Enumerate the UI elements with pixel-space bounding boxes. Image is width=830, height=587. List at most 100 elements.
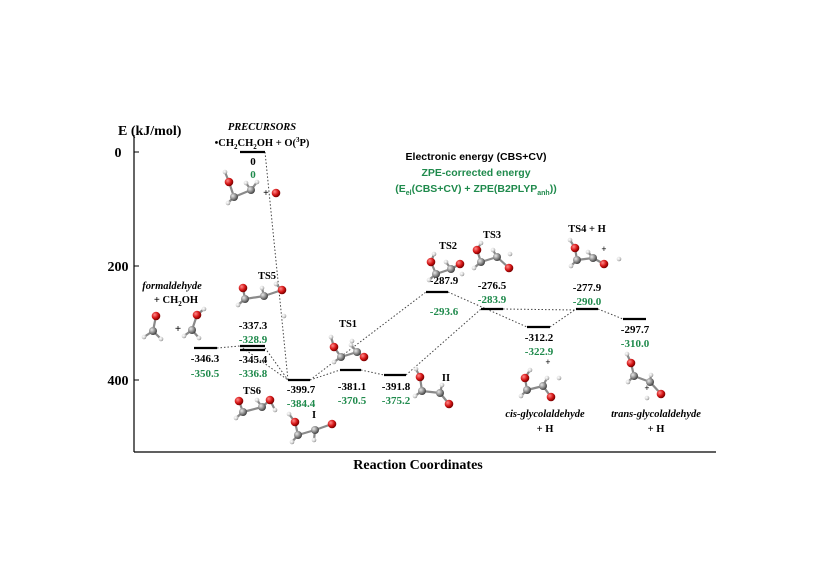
- hydrogen-atom: [235, 302, 241, 308]
- carbon-atom: [260, 292, 268, 300]
- plus-cis: +: [545, 357, 550, 367]
- molecule-i: [286, 411, 337, 445]
- oxygen-atom: [656, 389, 666, 399]
- ts4-label: TS4 + H: [568, 224, 606, 235]
- molecule-cis: [518, 367, 562, 402]
- oxygen-atom: [192, 310, 202, 320]
- oxygen-atom: [472, 245, 482, 255]
- plus-ts4: +: [601, 244, 606, 254]
- formaldehyde-label: formaldehyde: [142, 281, 202, 292]
- carbon-atom: [447, 265, 455, 273]
- hydrogen-atom: [222, 169, 228, 175]
- legend: Electronic energy (CBS+CV) ZPE-corrected…: [395, 151, 556, 197]
- plus-precursors: +: [263, 188, 269, 199]
- carbon-atom: [294, 431, 302, 439]
- cis-label: cis-glycolaldehyde: [505, 409, 585, 420]
- hydrogen-atom: [585, 249, 591, 255]
- carbon-atom: [630, 372, 638, 380]
- ts4-zpe: -290.0: [573, 296, 602, 308]
- molecule-formaldehyde: [141, 311, 164, 342]
- ts4-elec: -277.9: [573, 282, 602, 294]
- carbon-atom: [230, 193, 238, 201]
- carbon-atom: [353, 348, 361, 356]
- carbon-atom: [523, 386, 531, 394]
- molecule-ts1: [328, 334, 369, 365]
- oxygen-atom: [327, 419, 337, 429]
- oxygen-atom: [570, 243, 580, 253]
- oxygen-atom: [277, 285, 287, 295]
- precursors-zpe: 0: [250, 169, 256, 181]
- hydrogen-atom: [331, 359, 337, 365]
- trans-partner: + H: [648, 424, 665, 435]
- hydrogen-atom: [289, 439, 295, 445]
- carbon-atom: [436, 389, 444, 397]
- precursors-elec: 0: [250, 156, 256, 168]
- carbon-atom: [258, 403, 266, 411]
- carbon-atom: [188, 326, 196, 334]
- carbon-atom: [337, 353, 345, 361]
- carbon-atom: [477, 258, 485, 266]
- hydrogen-atom: [328, 334, 334, 340]
- hydrogen-atom: [196, 335, 202, 341]
- hydrogen-atom: [568, 263, 574, 269]
- ii-zpe: -375.2: [382, 395, 411, 407]
- carbon-atom: [149, 327, 157, 335]
- connectors: [216, 151, 624, 381]
- trans-zpe: -310.0: [621, 338, 650, 350]
- hydrogen-atom: [141, 334, 147, 340]
- hydrogen-atom: [625, 379, 631, 385]
- oxygen-atom: [359, 352, 369, 362]
- trans-elec: -297.7: [621, 324, 650, 336]
- ts3-elec: -276.5: [478, 280, 507, 292]
- plus-trans: +: [644, 383, 649, 393]
- plus-formaldehyde: +: [175, 323, 181, 335]
- hydrogen-atom: [413, 366, 419, 372]
- oxygen-atom: [455, 259, 465, 269]
- oxygen-atom: [265, 395, 275, 405]
- hydrogen-atom: [490, 247, 496, 253]
- y-tick-200: 200: [108, 260, 129, 275]
- molecule-ts3: [471, 240, 514, 273]
- hydrogen-atom: [567, 237, 573, 243]
- hydrogen-atom: [286, 411, 292, 417]
- ts6-elec: -345.4: [239, 354, 268, 366]
- hydrogen-atom: [648, 372, 654, 378]
- oxygen-atom: [504, 263, 514, 273]
- hydrogen-atom: [544, 375, 550, 381]
- ts1-zpe: -370.5: [338, 395, 367, 407]
- molecule-ts6: [233, 395, 278, 421]
- formaldehyde-elec: -346.3: [191, 353, 220, 365]
- cis-zpe: -322.9: [525, 346, 554, 358]
- ii-label: II: [442, 373, 450, 384]
- y-tick-0: 0: [115, 146, 122, 161]
- formaldehyde-zpe: -350.5: [191, 368, 220, 380]
- oxygen-atom: [626, 358, 636, 368]
- molecule-trans: [624, 351, 666, 401]
- hydrogen-atom: [459, 271, 465, 277]
- hydrogen-atom: [254, 397, 260, 403]
- carbon-atom: [239, 408, 247, 416]
- ts3-label: TS3: [483, 230, 501, 241]
- oxygen-atom: [329, 342, 339, 352]
- y-tick-400: 400: [108, 374, 129, 389]
- hydrogen-atom: [478, 240, 484, 246]
- oxygen-atom: [426, 257, 436, 267]
- x-axis-label: Reaction Coordinates: [353, 458, 483, 473]
- hydrogen-atom: [624, 351, 630, 357]
- oxygen-atom: [520, 373, 530, 383]
- hydrogen-atom: [181, 333, 187, 339]
- hydrogen-atom: [233, 415, 239, 421]
- cis-partner: + H: [537, 424, 554, 435]
- ts3-zpe: -283.9: [478, 294, 507, 306]
- i-label: I: [312, 410, 316, 421]
- hydrogen-atom: [616, 256, 622, 262]
- hydrogen-atom: [243, 180, 249, 186]
- hydrogen-atom: [225, 200, 231, 206]
- hydrogen-atom: [644, 395, 650, 401]
- oxygen-atom: [224, 177, 234, 187]
- ts2-elec: -287.9: [430, 275, 459, 287]
- hydrogen-atom: [272, 407, 278, 413]
- oxygen-atom: [546, 392, 556, 402]
- hydrogen-atom: [349, 338, 355, 344]
- molecule-ts4: [567, 237, 622, 269]
